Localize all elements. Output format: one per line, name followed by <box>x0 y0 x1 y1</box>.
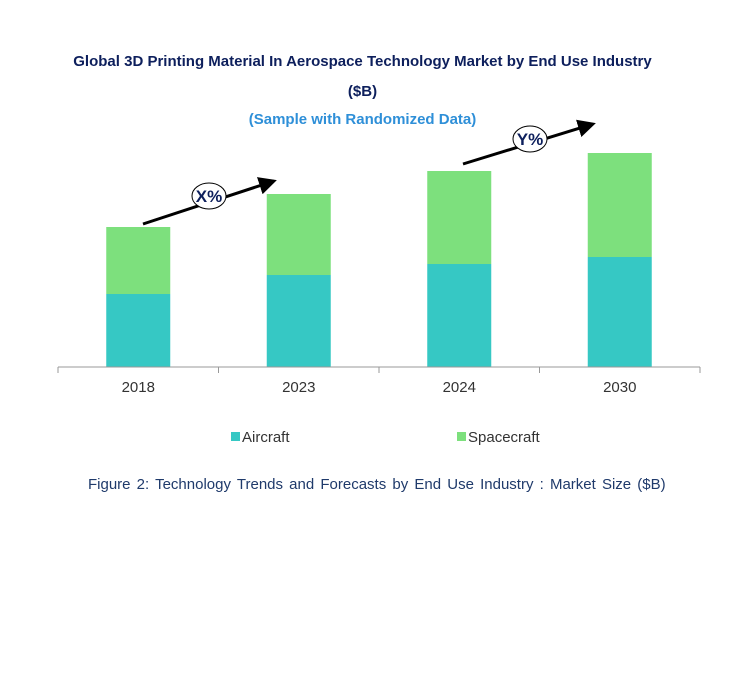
bar-aircraft-2030 <box>587 257 652 367</box>
growth-label-ellipse <box>512 125 548 153</box>
legend-label-aircraft: Aircraft <box>242 429 290 446</box>
bar-aircraft-2023 <box>266 275 331 367</box>
bar-aircraft-2018 <box>106 294 171 367</box>
growth-label-ellipse <box>191 182 227 210</box>
bar-spacecraft-2023 <box>266 194 331 275</box>
growth-label: Y% <box>517 130 543 149</box>
chart-subtitle: (Sample with Randomized Data) <box>248 111 477 128</box>
growth-label: X% <box>196 187 222 206</box>
bar-spacecraft-2018 <box>106 227 171 294</box>
x-tick-label: 2018 <box>122 379 155 396</box>
legend-label-spacecraft: Spacecraft <box>468 429 541 446</box>
bar-aircraft-2024 <box>427 264 492 367</box>
legend-swatch-spacecraft <box>457 432 466 441</box>
legend-swatch-aircraft <box>231 432 240 441</box>
bar-spacecraft-2024 <box>427 171 492 264</box>
x-tick-label: 2023 <box>282 379 315 396</box>
chart-title-line2: ($B) <box>347 83 378 100</box>
figure-caption: Figure 2: Technology Trends and Forecast… <box>88 476 666 493</box>
x-tick-label: 2030 <box>603 379 636 396</box>
x-tick-label: 2024 <box>443 379 476 396</box>
chart-title-line1: Global 3D Printing Material In Aerospace… <box>73 53 652 70</box>
bar-spacecraft-2030 <box>587 153 652 257</box>
